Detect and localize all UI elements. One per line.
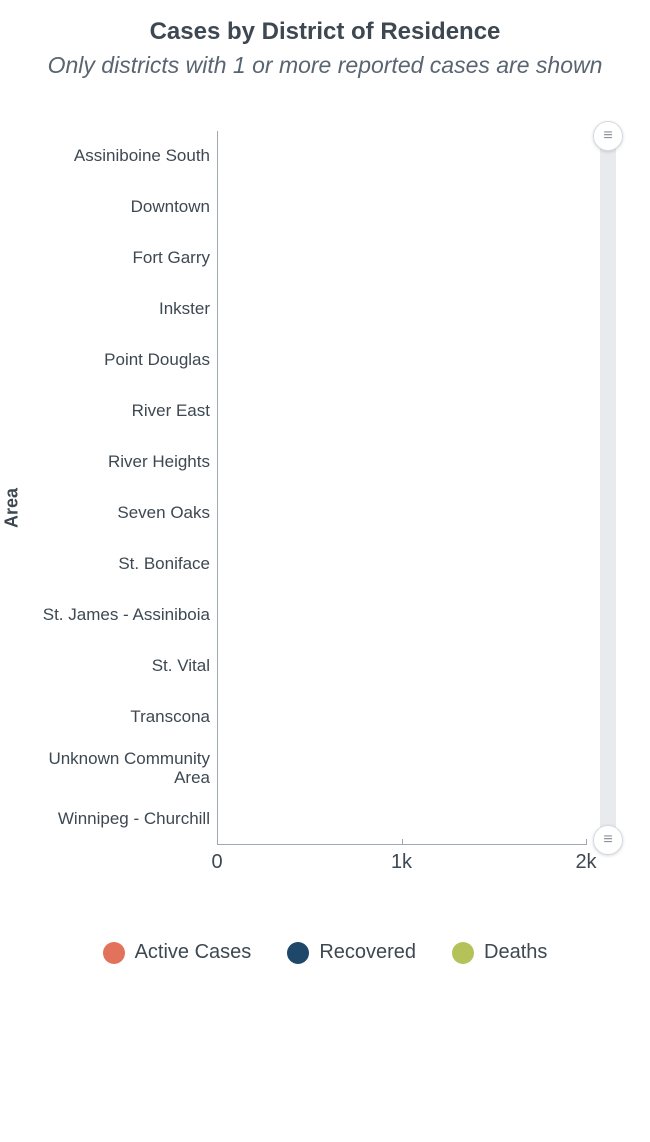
category-label: River East [30,402,210,421]
legend-swatch [103,942,125,964]
bar-row: Fort Garry [218,233,586,284]
category-label: St. James - Assiniboia [30,606,210,625]
bar-row: Transcona [218,692,586,743]
legend-item[interactable]: Recovered [287,941,416,964]
chart-subtitle: Only districts with 1 or more reported c… [22,50,628,81]
category-label: Unknown Community Area [30,750,210,787]
y-axis-label: Area [2,488,23,528]
x-tick-label: 2k [575,851,596,874]
category-label: Transcona [30,708,210,727]
bar-row: River Heights [218,437,586,488]
category-label: Fort Garry [30,249,210,268]
category-label: River Heights [30,453,210,472]
category-label: St. Boniface [30,555,210,574]
bar-row: Point Douglas [218,335,586,386]
bar-row: St. Boniface [218,539,586,590]
category-label: Assiniboine South [30,147,210,166]
bar-row: River East [218,386,586,437]
x-tick-mark [586,839,587,845]
chart-menu-button-bottom[interactable]: ≡ [593,825,623,855]
chart-title: Cases by District of Residence [22,18,628,46]
chart-container: Cases by District of Residence Only dist… [0,0,650,1142]
legend-label: Deaths [484,941,547,964]
category-label: Seven Oaks [30,504,210,523]
legend-item[interactable]: Active Cases [103,941,252,964]
x-tick-label: 0 [211,851,222,874]
legend-swatch [452,942,474,964]
category-label: Downtown [30,198,210,217]
category-label: Point Douglas [30,351,210,370]
bar-row: St. James - Assiniboia [218,590,586,641]
chart-menu-button-top[interactable]: ≡ [593,121,623,151]
legend: Active Cases Recovered Deaths [22,941,628,964]
x-tick-label: 1k [391,851,412,874]
bar-row: St. Vital [218,641,586,692]
menu-icon: ≡ [603,831,612,849]
scroll-rail[interactable]: ≡ ≡ [600,131,616,845]
menu-icon: ≡ [603,127,612,145]
bar-row: Unknown Community Area [218,743,586,794]
chart-area: Area Assiniboine SouthDowntownFort Garry… [22,131,628,885]
x-tick-mark [217,839,218,845]
bar-row: Inkster [218,284,586,335]
x-axis-ticks: 01k2k [217,845,586,885]
bar-row: Downtown [218,182,586,233]
bar-row: Assiniboine South [218,131,586,182]
legend-label: Active Cases [135,941,252,964]
x-tick-mark [402,839,403,845]
legend-label: Recovered [319,941,416,964]
category-label: St. Vital [30,657,210,676]
plot-region: Assiniboine SouthDowntownFort GarryInkst… [217,131,586,845]
category-label: Inkster [30,300,210,319]
legend-item[interactable]: Deaths [452,941,547,964]
legend-swatch [287,942,309,964]
bar-row: Winnipeg - Churchill [218,794,586,845]
bar-row: Seven Oaks [218,488,586,539]
category-label: Winnipeg - Churchill [30,810,210,829]
